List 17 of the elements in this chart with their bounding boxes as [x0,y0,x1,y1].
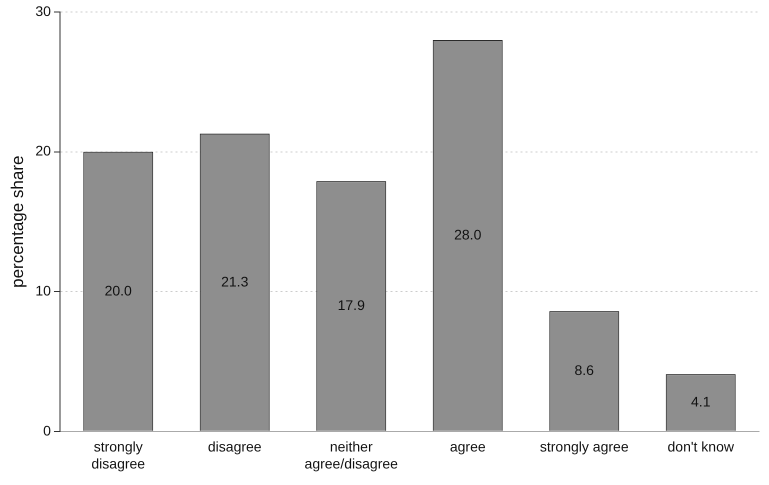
x-tick-label: neither agree/disagree [304,438,398,472]
y-tick-label: 0 [43,422,52,438]
y-axis-title: percentage share [8,156,27,288]
data-label: 8.6 [574,362,594,378]
y-tick-label: 30 [35,2,52,19]
data-label: 28.0 [454,226,482,243]
x-tick-label: don't know [668,438,735,455]
y-tick-label: 20 [35,142,52,159]
x-tick-label: disagree [208,438,262,455]
data-label: 4.1 [691,394,711,410]
data-label: 20.0 [104,282,132,298]
y-tick-label: 10 [35,282,52,298]
data-label: 17.9 [338,297,366,314]
x-tick-label: strongly agree [540,438,629,455]
x-tick-label: strongly disagree [91,438,146,472]
x-tick-label: agree [450,438,486,455]
data-label: 21.3 [221,273,249,290]
